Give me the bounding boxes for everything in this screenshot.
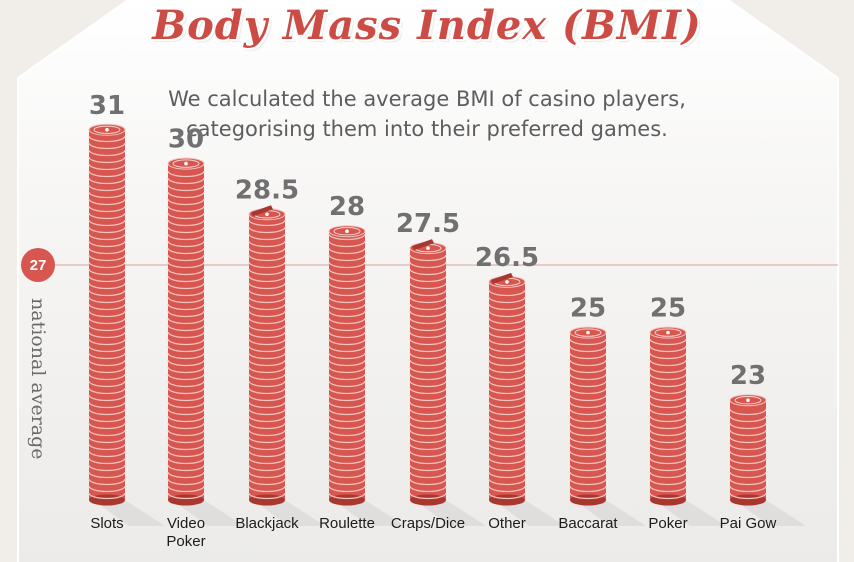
chart-subtitle-line-2: categorising them into their preferred g… [186, 117, 668, 141]
category-label: Pai Gow [720, 515, 777, 532]
half-chip [412, 239, 434, 251]
bar-shadow [574, 500, 646, 526]
bar-shadow [93, 500, 165, 526]
category-label: Other [488, 515, 526, 532]
bar-value-label: 28 [329, 192, 365, 222]
half-chip [491, 272, 513, 284]
chip-stack-bar [88, 123, 126, 506]
category-label: Video [167, 515, 205, 532]
bar-value-label: 31 [89, 91, 125, 121]
national-average-badge [21, 248, 55, 282]
bar-shadow [734, 500, 806, 526]
chip-stack-bar [569, 326, 607, 506]
chip-stack-bar [409, 239, 447, 506]
category-label: Slots [90, 515, 123, 532]
national-average-value: 27 [30, 257, 47, 274]
bar-shadow [253, 500, 325, 526]
bar-shadow [172, 500, 244, 526]
chip-stack-bar [488, 272, 526, 506]
category-label: Poker [166, 533, 205, 550]
category-label: Craps/Dice [391, 515, 465, 532]
chip-stack-bar [248, 205, 286, 506]
chip-stack-bar [167, 157, 205, 506]
chip-stack-bar [328, 225, 366, 506]
bar-value-label: 25 [570, 294, 606, 324]
chart-subtitle-line-1: We calculated the average BMI of casino … [168, 87, 686, 111]
chip-stack-bar [649, 326, 687, 506]
bar-shadow [493, 500, 565, 526]
category-label: Poker [648, 515, 687, 532]
bar-value-label: 28.5 [235, 175, 299, 205]
half-chip [251, 205, 273, 217]
bar-value-label: 25 [650, 294, 686, 324]
bar-value-label: 27.5 [396, 209, 460, 239]
chip-stack-bar [729, 394, 767, 506]
national-average-label: national average [27, 298, 49, 460]
bar-shadow [333, 500, 405, 526]
bar-value-label: 23 [730, 361, 766, 391]
bar-shadow [414, 500, 486, 526]
category-label: Blackjack [235, 515, 299, 532]
bar-value-label: 26.5 [475, 243, 539, 273]
category-label: Baccarat [558, 515, 618, 532]
chart-title: Body Mass Index (BMI) [152, 2, 702, 49]
bar-value-label: 30 [168, 125, 204, 155]
bar-shadow [654, 500, 726, 526]
category-label: Roulette [319, 515, 375, 532]
